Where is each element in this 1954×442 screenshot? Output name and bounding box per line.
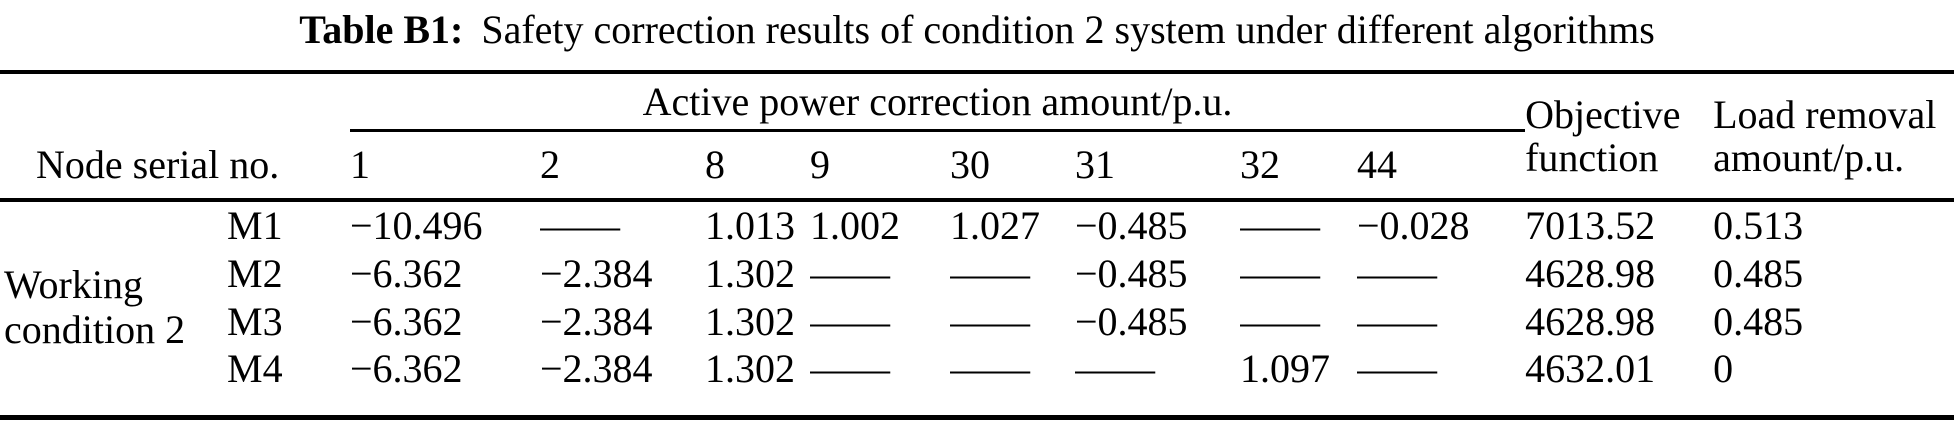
value-cell: —— bbox=[810, 250, 890, 296]
value-cell: 1.027 bbox=[950, 198, 1075, 249]
results-table: Active power correction amount/p.u. Obje… bbox=[0, 70, 1954, 420]
table-row-m2: M2 −6.362 −2.384 1.302 —— —— −0.485 —— —… bbox=[0, 249, 1954, 297]
value-cell: —— bbox=[1357, 298, 1437, 344]
value-cell: —— bbox=[810, 346, 890, 391]
node-column-header-1: 1 bbox=[350, 142, 370, 188]
node-column-header-44: 44 bbox=[1357, 142, 1397, 188]
node-column-header-31: 31 bbox=[1075, 142, 1115, 188]
objective-function-header: Objective function bbox=[1525, 91, 1681, 180]
value-cell: 1.302 bbox=[705, 250, 795, 296]
empty-header-cell bbox=[0, 72, 350, 130]
table-row-m3: M3 −6.362 −2.384 1.302 —— —— −0.485 —— —… bbox=[0, 297, 1954, 345]
value-cell: —— bbox=[950, 346, 1030, 391]
value-cell: —— bbox=[1357, 346, 1437, 391]
value-cell: −0.485 bbox=[1075, 298, 1188, 344]
load-removal-header: Load removal amount/p.u. bbox=[1713, 91, 1937, 180]
value-cell: —— bbox=[950, 250, 1030, 296]
value-cell: −0.485 bbox=[1075, 198, 1240, 249]
node-serial-header: Node serial no. bbox=[36, 141, 280, 187]
header-row-span: Active power correction amount/p.u. Obje… bbox=[0, 72, 1954, 179]
node-column-header-32: 32 bbox=[1240, 142, 1280, 188]
value-cell: −2.384 bbox=[540, 298, 653, 344]
table-row-m1: Working condition 2 M1 −10.496 —— 1.013 … bbox=[0, 198, 1954, 417]
value-cell: —— bbox=[1357, 250, 1437, 296]
load-cell: 0 bbox=[1713, 346, 1734, 391]
method-cell: M3 bbox=[227, 298, 283, 344]
value-cell: —— bbox=[950, 298, 1030, 344]
value-cell: 1.013 bbox=[705, 198, 810, 249]
value-cell: —— bbox=[810, 298, 890, 344]
node-column-header-30: 30 bbox=[950, 142, 990, 188]
method-cell: M2 bbox=[227, 250, 283, 296]
node-column-header-8: 8 bbox=[705, 142, 725, 188]
method-cell: M1 bbox=[227, 198, 350, 249]
header-row-columns: Node serial no. 1 2 8 9 30 31 32 44 bbox=[0, 130, 1954, 200]
load-cell: 0.513 bbox=[1713, 198, 1954, 249]
value-cell: 1.002 bbox=[810, 198, 950, 249]
value-cell: −2.384 bbox=[540, 346, 653, 391]
value-cell: —— bbox=[1240, 250, 1320, 296]
value-cell: —— bbox=[1240, 298, 1320, 344]
table-caption-text: Safety correction results of condition 2… bbox=[481, 7, 1655, 52]
value-cell: −6.362 bbox=[350, 250, 463, 296]
objective-cell: 4628.98 bbox=[1525, 250, 1656, 296]
value-cell: −6.362 bbox=[350, 298, 463, 344]
value-cell: 1.302 bbox=[705, 298, 795, 344]
table-caption-label: Table B1: bbox=[299, 7, 464, 52]
value-cell: —— bbox=[1075, 346, 1155, 391]
group-label: Working condition 2 bbox=[0, 198, 227, 417]
value-cell: —— bbox=[1240, 198, 1357, 249]
value-cell: 1.302 bbox=[705, 346, 795, 391]
value-cell: −0.485 bbox=[1075, 250, 1188, 296]
objective-cell: 4628.98 bbox=[1525, 298, 1656, 344]
load-cell: 0.485 bbox=[1713, 298, 1804, 344]
value-cell: −10.496 bbox=[350, 198, 540, 249]
node-column-header-9: 9 bbox=[810, 142, 830, 188]
table-caption: Table B1: Safety correction results of c… bbox=[0, 0, 1954, 70]
active-power-header: Active power correction amount/p.u. bbox=[350, 72, 1526, 132]
value-cell: 1.097 bbox=[1240, 346, 1330, 391]
node-column-header-2: 2 bbox=[540, 142, 560, 188]
value-cell: −2.384 bbox=[540, 250, 653, 296]
load-cell: 0.485 bbox=[1713, 250, 1804, 296]
table-row-m4: M4 −6.362 −2.384 1.302 —— —— —— 1.097 ——… bbox=[0, 345, 1954, 417]
objective-cell: 4632.01 bbox=[1525, 346, 1656, 391]
method-cell: M4 bbox=[227, 346, 283, 391]
value-cell: −0.028 bbox=[1357, 198, 1526, 249]
value-cell: —— bbox=[540, 198, 705, 249]
value-cell: −6.362 bbox=[350, 346, 463, 391]
objective-cell: 7013.52 bbox=[1525, 198, 1714, 249]
